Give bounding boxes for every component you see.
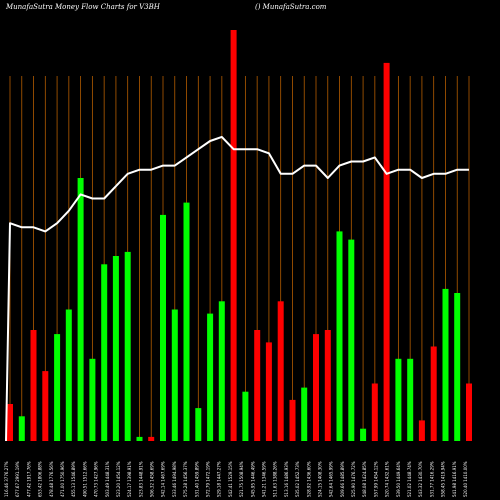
x-tick-label: 470.73 1427.96% (94, 461, 99, 497)
bar-up (454, 293, 461, 441)
bar-up (77, 178, 84, 441)
bar-up (124, 251, 131, 441)
bar-up (301, 387, 308, 441)
bar-down (324, 330, 331, 441)
bar-up (171, 309, 178, 441)
bar-down (277, 301, 284, 441)
bar-up (395, 358, 402, 441)
bar-down (289, 399, 296, 441)
x-tick-label: 541.98 1416.91% (452, 461, 457, 497)
bars-group (7, 30, 472, 442)
bar-down (430, 346, 437, 441)
x-tick-label: 511.63 1388.26% (273, 461, 278, 497)
x-tick-label: 542.64 1465.99% (329, 461, 334, 497)
bar-up (195, 408, 202, 441)
bar-down (148, 436, 155, 441)
x-tick-label: 524.15 1408.30% (318, 461, 323, 497)
bar-down (7, 404, 13, 441)
x-tick-label: 677.67 2991.19% (15, 461, 20, 497)
x-tick-label: 523.83 1448.91% (138, 461, 143, 497)
x-tick-labels: 116.46 3776.27% 677.67 2991.19% 477.42 191… (4, 461, 468, 497)
x-tick-label: 525.90 1476.72% (351, 461, 356, 497)
x-tick-label: 524.17 1398.91% (127, 461, 132, 497)
x-tick-label: 455.13 1546.89% (71, 461, 76, 497)
bar-up (65, 309, 72, 441)
x-tick-label: 558.45 1419.94% (441, 461, 446, 497)
x-tick-label: 543.32 1430.70% (418, 461, 423, 497)
bar-up (136, 436, 143, 441)
x-tick-label: 490.51 1512.66% (82, 461, 87, 497)
x-tick-label: 542.41 1529.15% (228, 461, 233, 497)
x-tick-label: 528.92 1436.60% (306, 461, 311, 497)
x-tick-label: 506.32 1458.69% (150, 461, 155, 497)
bar-up (183, 202, 190, 441)
bar-up (218, 301, 225, 441)
trend-line-group (5, 135, 469, 442)
x-tick-label: 521.02 1448.74% (407, 461, 412, 497)
x-tick-label: 471.00 1750.96% (60, 461, 65, 497)
bar-up (112, 256, 119, 441)
bar-up (360, 428, 367, 441)
x-tick-label: 523.20 1454.12% (116, 461, 121, 497)
bar-down (383, 62, 390, 442)
bar-up (89, 358, 96, 441)
x-tick-label: 531.77 1416.29% (429, 461, 434, 497)
bar-up (336, 231, 343, 441)
x-tick-label: 477.42 1917.76% (26, 461, 31, 497)
x-tick-label: 531.40 1459.89% (194, 461, 199, 497)
x-tick-label: 520.40 1410.00% (463, 461, 468, 497)
x-tick-label: 533.46 1494.98% (172, 461, 177, 497)
bar-down (42, 371, 49, 441)
bar-down (313, 334, 319, 441)
x-tick-label: 116.46 3776.27% (4, 461, 9, 497)
bar-up (101, 264, 108, 441)
bar-up (407, 358, 414, 441)
x-tick-label: 572.79 1472.19% (206, 461, 211, 497)
x-tick-label: 575.28 1456.37% (183, 461, 188, 497)
trend-line (5, 135, 469, 442)
bar-down (30, 330, 37, 441)
x-tick-label: 541.21 1346.59% (262, 461, 267, 497)
x-tick-label: 548.08 1424.85% (362, 461, 367, 497)
x-tick-label: 653.42 1806.88% (38, 461, 43, 497)
bar-up (18, 416, 25, 441)
x-tick-label: 545.95 1446.49% (250, 461, 255, 497)
bar-down (418, 420, 425, 441)
bar-up (54, 334, 61, 441)
x-tick-label: 513.16 1486.93% (284, 461, 289, 497)
x-tick-label: 542.14 1467.69% (161, 461, 166, 497)
site-credit: () MunafaSutra.com (255, 3, 327, 11)
x-tick-label: 535.02 1452.73% (295, 461, 300, 497)
chart-title: MunafaSutra Money Flow Charts for V3BH (5, 3, 161, 11)
bar-up (160, 214, 166, 441)
x-tick-label: 521.75 1508.94% (239, 461, 244, 497)
bar-down (254, 330, 261, 441)
bar-up (207, 313, 214, 441)
x-tick-label: 520.74 1432.61% (385, 461, 390, 497)
bar-up (242, 391, 249, 441)
bar-down (466, 383, 472, 441)
bar-down (265, 342, 272, 441)
x-tick-label: 478.48 1776.56% (49, 461, 54, 497)
x-tick-label: 557.99 1454.12% (373, 461, 378, 497)
x-tick-label: 539.50 1449.64% (396, 461, 401, 497)
bar-down (230, 30, 237, 441)
x-tick-label: 509.66 1485.89% (340, 461, 345, 497)
x-tick-label: 503.49 1448.31% (105, 461, 110, 497)
bar-down (371, 383, 378, 441)
x-tick-label: 529.18 1447.27% (217, 461, 222, 497)
bar-up (442, 288, 449, 441)
bar-up (348, 239, 355, 441)
